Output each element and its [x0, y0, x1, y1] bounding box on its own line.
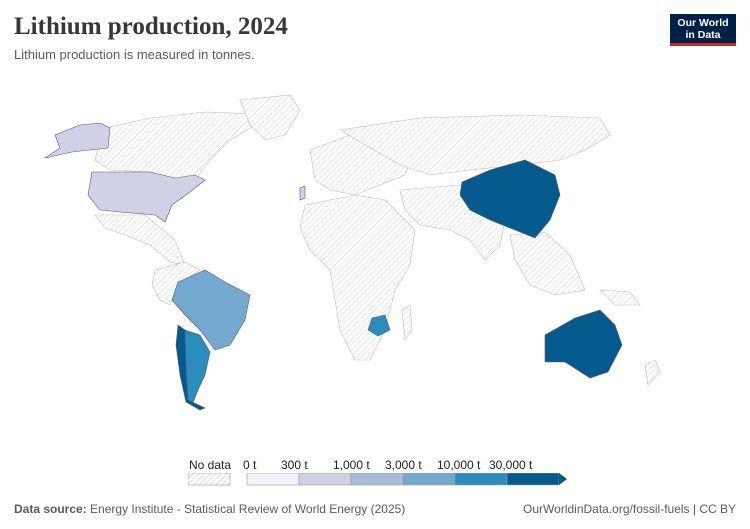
legend-tick-label: 10,000 t	[437, 458, 481, 472]
legend-swatch-5[interactable]	[506, 473, 560, 486]
legend-no-data-label: No data	[189, 458, 232, 472]
alaska-shape[interactable]	[44, 122, 111, 159]
russia-asia-shape[interactable]	[339, 114, 611, 176]
chart-subtitle: Lithium production is measured in tonnes…	[14, 47, 255, 62]
greenland-shape[interactable]	[239, 94, 301, 141]
legend-swatch-1[interactable]	[298, 473, 352, 486]
legend-tick-label: 300 t	[281, 458, 308, 472]
legend-tick-label: 1,000 t	[333, 458, 370, 472]
world-map	[44, 94, 661, 411]
legend-tick-label: 0 t	[243, 458, 257, 472]
data-source: Data source: Energy Institute - Statisti…	[14, 502, 405, 516]
chart-title: Lithium production, 2024	[14, 13, 288, 40]
legend-bins	[246, 473, 567, 486]
no-data-landmasses	[94, 94, 661, 386]
legend-arrow-tip	[559, 473, 567, 485]
source-url[interactable]: OurWorldinData.org/fossil-fuels | CC BY	[523, 502, 736, 516]
chile-shape[interactable]	[175, 324, 206, 411]
owid-logo[interactable]: Our World in Data	[670, 14, 736, 46]
legend-swatch-2[interactable]	[350, 473, 404, 486]
china-shape[interactable]	[459, 159, 561, 239]
logo-line-1: Our World	[677, 17, 729, 29]
papua-shape[interactable]	[599, 289, 641, 306]
madagascar-shape[interactable]	[401, 304, 413, 341]
new-zealand-shape[interactable]	[644, 359, 661, 386]
data-countries	[44, 122, 623, 411]
brazil-shape[interactable]	[171, 269, 251, 351]
legend	[188, 473, 567, 486]
legend-tick-label: 30,000 t	[489, 458, 533, 472]
legend-tick-label: 3,000 t	[385, 458, 422, 472]
zimbabwe-shape[interactable]	[367, 314, 391, 337]
legend-swatch-0[interactable]	[246, 473, 300, 486]
source-label: Data source:	[14, 502, 87, 516]
africa-shape[interactable]	[299, 194, 416, 361]
portugal-shape[interactable]	[299, 185, 306, 201]
mexico-central-america-shape[interactable]	[94, 214, 186, 266]
legend-swatch-3[interactable]	[402, 473, 456, 486]
united-states-shape[interactable]	[87, 171, 206, 223]
argentina-shape[interactable]	[184, 329, 211, 406]
canada-shape[interactable]	[94, 111, 261, 181]
southeast-asia-shape[interactable]	[509, 231, 586, 296]
legend-swatch-4[interactable]	[454, 473, 508, 486]
australia-shape[interactable]	[544, 309, 623, 379]
source-text: Energy Institute - Statistical Review of…	[90, 502, 406, 516]
logo-line-2: in Data	[685, 29, 721, 41]
legend-no-data-swatch[interactable]	[188, 473, 231, 486]
